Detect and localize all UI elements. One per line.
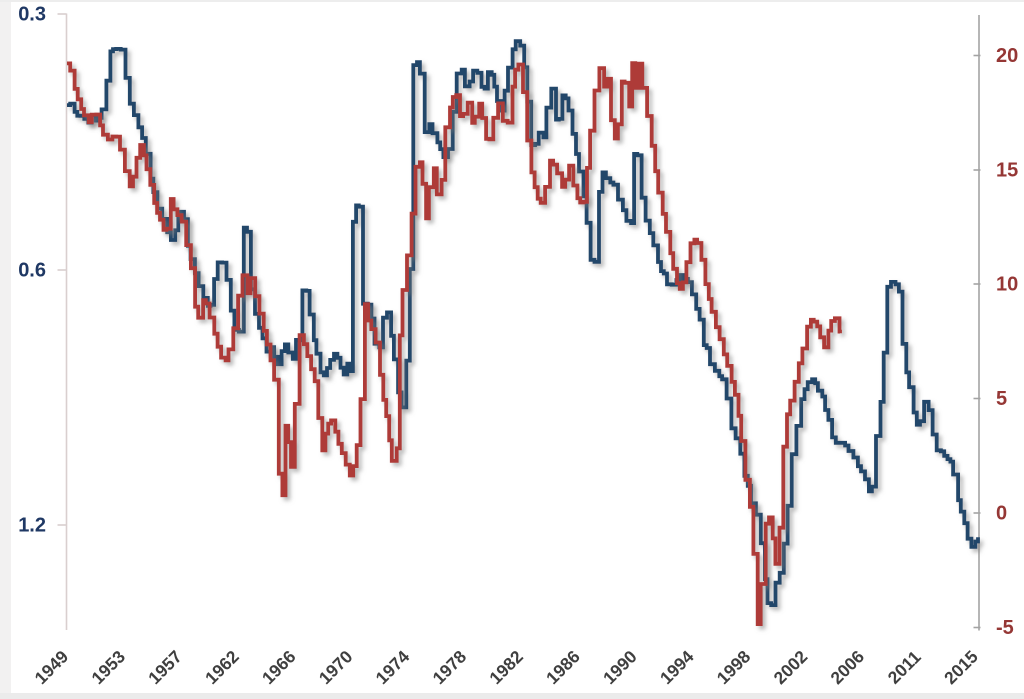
svg-text:1.2: 1.2 <box>18 515 46 537</box>
svg-text:15: 15 <box>996 160 1018 182</box>
svg-text:-5: -5 <box>996 617 1014 639</box>
svg-text:0.3: 0.3 <box>18 4 46 26</box>
svg-text:10: 10 <box>996 274 1018 296</box>
svg-text:20: 20 <box>996 45 1018 67</box>
svg-text:0.6: 0.6 <box>18 260 46 282</box>
svg-text:5: 5 <box>996 388 1007 410</box>
svg-text:0: 0 <box>996 503 1007 525</box>
